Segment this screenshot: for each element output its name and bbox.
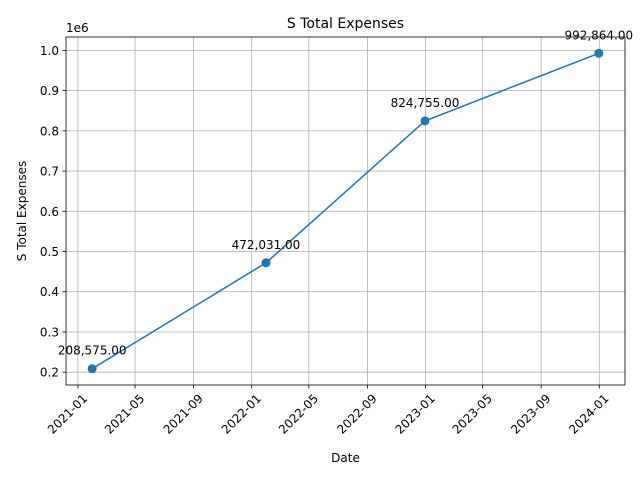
y-tick-label: 0.7 [40, 165, 59, 179]
data-point-label: 208,575.00 [58, 344, 127, 358]
y-tick-label: 1.0 [40, 44, 59, 58]
data-point-label: 992,864.00 [564, 28, 633, 42]
x-axis-label: Date [331, 451, 360, 465]
y-tick-label: 0.9 [40, 84, 59, 98]
data-point-marker [594, 48, 604, 58]
x-tick-label: 2022-09 [334, 391, 379, 436]
data-point-label: 472,031.00 [232, 238, 301, 252]
x-tick-label: 2023-01 [392, 391, 437, 436]
axis-ticks: 2021-01 2021-05 2021-09 2022-01 2022-05 2022-… [40, 44, 612, 437]
data-labels: 208,575.00 472,031.00 824,755.00 992,864.00 [58, 28, 633, 357]
y-tick-label: 0.5 [40, 245, 59, 259]
x-tick-label: 2021-09 [161, 391, 206, 436]
y-tick-label: 0.3 [40, 325, 59, 339]
chart-title: S Total Expenses [287, 16, 404, 32]
data-point-label: 824,755.00 [391, 96, 460, 110]
x-tick-label: 2023-05 [450, 391, 495, 436]
data-point-marker [261, 258, 271, 268]
x-tick-label: 2021-01 [45, 391, 90, 436]
series [87, 48, 604, 374]
x-tick-label: 2023-09 [508, 391, 553, 436]
data-point-marker [87, 364, 97, 374]
y-tick-label: 0.6 [40, 205, 59, 219]
series-line [91, 52, 600, 370]
x-tick-label: 2022-05 [276, 391, 321, 436]
y-tick-label: 0.4 [40, 285, 59, 299]
y-tick-label: 0.2 [40, 366, 59, 380]
y-tick-label: 0.8 [40, 124, 59, 138]
data-point-marker [420, 116, 430, 126]
x-tick-label: 2021-05 [102, 391, 147, 436]
grid [66, 37, 625, 385]
y-axis-offset-label: 1e6 [66, 21, 89, 35]
y-axis-label: S Total Expenses [15, 161, 29, 261]
x-tick-label: 2022-01 [219, 391, 264, 436]
x-tick-label: 2024-01 [566, 391, 611, 436]
